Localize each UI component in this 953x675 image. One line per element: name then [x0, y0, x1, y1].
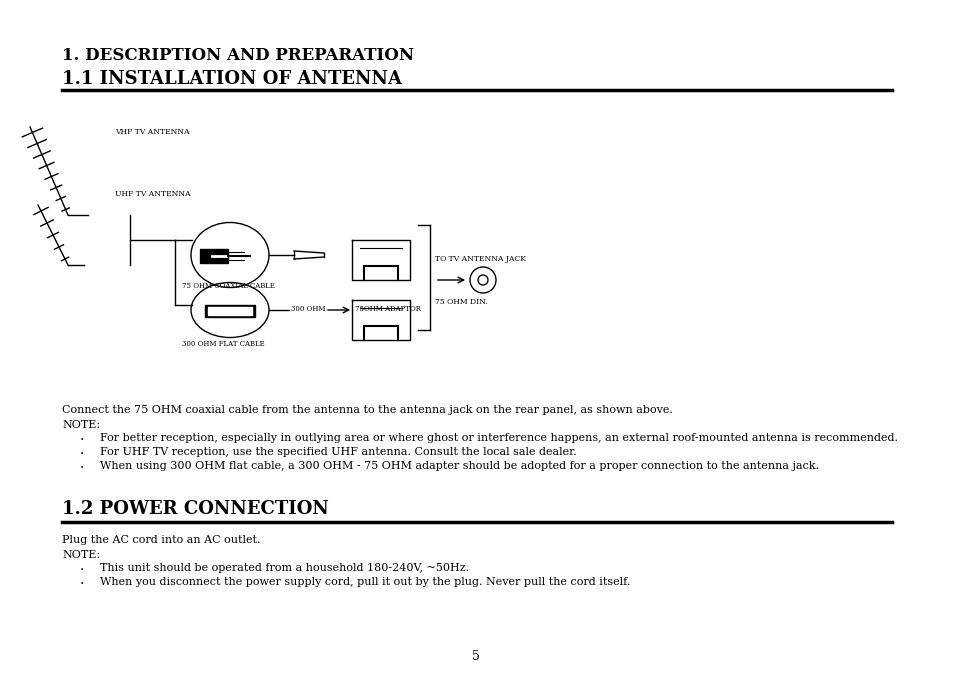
Text: This unit should be operated from a household 180-240V, ~50Hz.: This unit should be operated from a hous… [100, 563, 469, 573]
Text: 300 OHM: 300 OHM [291, 305, 325, 313]
Text: 5: 5 [472, 650, 479, 663]
Text: When you disconnect the power supply cord, pull it out by the plug. Never pull t: When you disconnect the power supply cor… [100, 577, 630, 587]
Text: NOTE:: NOTE: [62, 420, 100, 430]
Text: 300 OHM FLAT CABLE: 300 OHM FLAT CABLE [182, 340, 264, 348]
Text: 1.2 POWER CONNECTION: 1.2 POWER CONNECTION [62, 500, 329, 518]
Text: ·: · [80, 563, 84, 577]
Text: Plug the AC cord into an AC outlet.: Plug the AC cord into an AC outlet. [62, 535, 260, 545]
Text: UHF TV ANTENNA: UHF TV ANTENNA [115, 190, 191, 198]
Bar [205, 305, 254, 317]
Text: For better reception, especially in outlying area or where ghost or interference: For better reception, especially in outl… [100, 433, 897, 443]
Text: Connect the 75 OHM coaxial cable from the antenna to the antenna jack on the rea: Connect the 75 OHM coaxial cable from th… [62, 405, 672, 415]
Text: 75 OHM DIN.: 75 OHM DIN. [435, 298, 487, 306]
Text: VHF TV ANTENNA: VHF TV ANTENNA [115, 128, 190, 136]
Text: 75 OHM COAXIAL CABLE: 75 OHM COAXIAL CABLE [182, 282, 274, 290]
Text: For UHF TV reception, use the specified UHF antenna. Consult the local sale deal: For UHF TV reception, use the specified … [100, 447, 577, 457]
Text: ·: · [80, 461, 84, 475]
Text: ·: · [80, 433, 84, 447]
Text: ·: · [80, 447, 84, 461]
Bar [200, 249, 228, 263]
Text: 75OHM ADAPTOR: 75OHM ADAPTOR [355, 305, 420, 313]
Text: ·: · [80, 577, 84, 591]
Text: NOTE:: NOTE: [62, 550, 100, 560]
Bar [208, 307, 252, 315]
Text: 1.1 INSTALLATION OF ANTENNA: 1.1 INSTALLATION OF ANTENNA [62, 70, 401, 88]
Text: 1. DESCRIPTION AND PREPARATION: 1. DESCRIPTION AND PREPARATION [62, 47, 414, 64]
Text: When using 300 OHM flat cable, a 300 OHM - 75 OHM adapter should be adopted for : When using 300 OHM flat cable, a 300 OHM… [100, 461, 819, 471]
Text: TO TV ANTENNA JACK: TO TV ANTENNA JACK [435, 255, 525, 263]
